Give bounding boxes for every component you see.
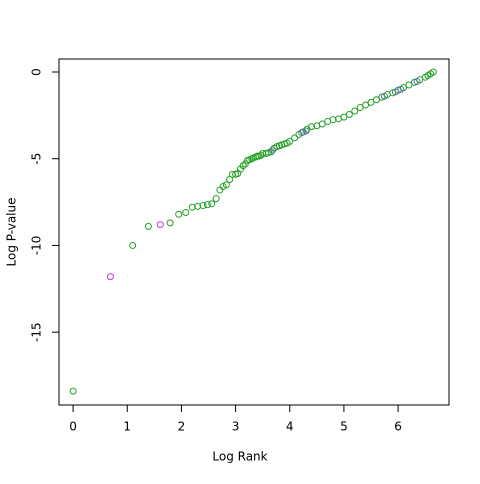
point (298, 129, 306, 137)
point (239, 162, 247, 170)
point (166, 219, 174, 227)
point (318, 120, 326, 128)
point (405, 81, 413, 89)
point (203, 201, 211, 209)
point (222, 181, 230, 189)
y-axis-label: Log P-value (5, 197, 19, 266)
point (391, 88, 399, 96)
x-tick-label: 5 (340, 420, 348, 434)
point (362, 101, 370, 109)
point (257, 151, 265, 159)
point (302, 127, 310, 135)
point (291, 134, 299, 142)
point (216, 186, 224, 194)
point (69, 387, 77, 395)
point (351, 107, 359, 115)
point (208, 200, 216, 208)
point (367, 98, 375, 106)
point (129, 241, 137, 249)
point (413, 78, 421, 86)
plot-frame (58, 58, 450, 406)
x-tick-label: 6 (394, 420, 402, 434)
point (340, 113, 348, 121)
point (156, 221, 164, 229)
y-tick-label: -15 (30, 322, 44, 342)
point (144, 222, 152, 230)
point (286, 137, 294, 145)
point (268, 146, 276, 154)
point (175, 210, 183, 218)
x-tick-label: 3 (232, 420, 240, 434)
y-tick-label: -10 (30, 236, 44, 256)
y-tick-label: -5 (30, 153, 44, 165)
x-tick-label: 2 (178, 420, 186, 434)
point (345, 110, 353, 118)
point (356, 104, 364, 112)
point (381, 92, 389, 100)
x-tick-label: 1 (123, 420, 131, 434)
point (397, 85, 405, 93)
point (429, 68, 437, 76)
x-axis-label: Log Rank (212, 450, 267, 464)
y-tick-label: 0 (29, 68, 43, 76)
point (241, 160, 249, 168)
x-tick-label: 0 (69, 420, 77, 434)
x-tick-label: 4 (286, 420, 294, 434)
point (199, 202, 207, 210)
point (106, 273, 114, 281)
point (182, 208, 190, 216)
point (372, 96, 380, 104)
point (212, 195, 220, 203)
